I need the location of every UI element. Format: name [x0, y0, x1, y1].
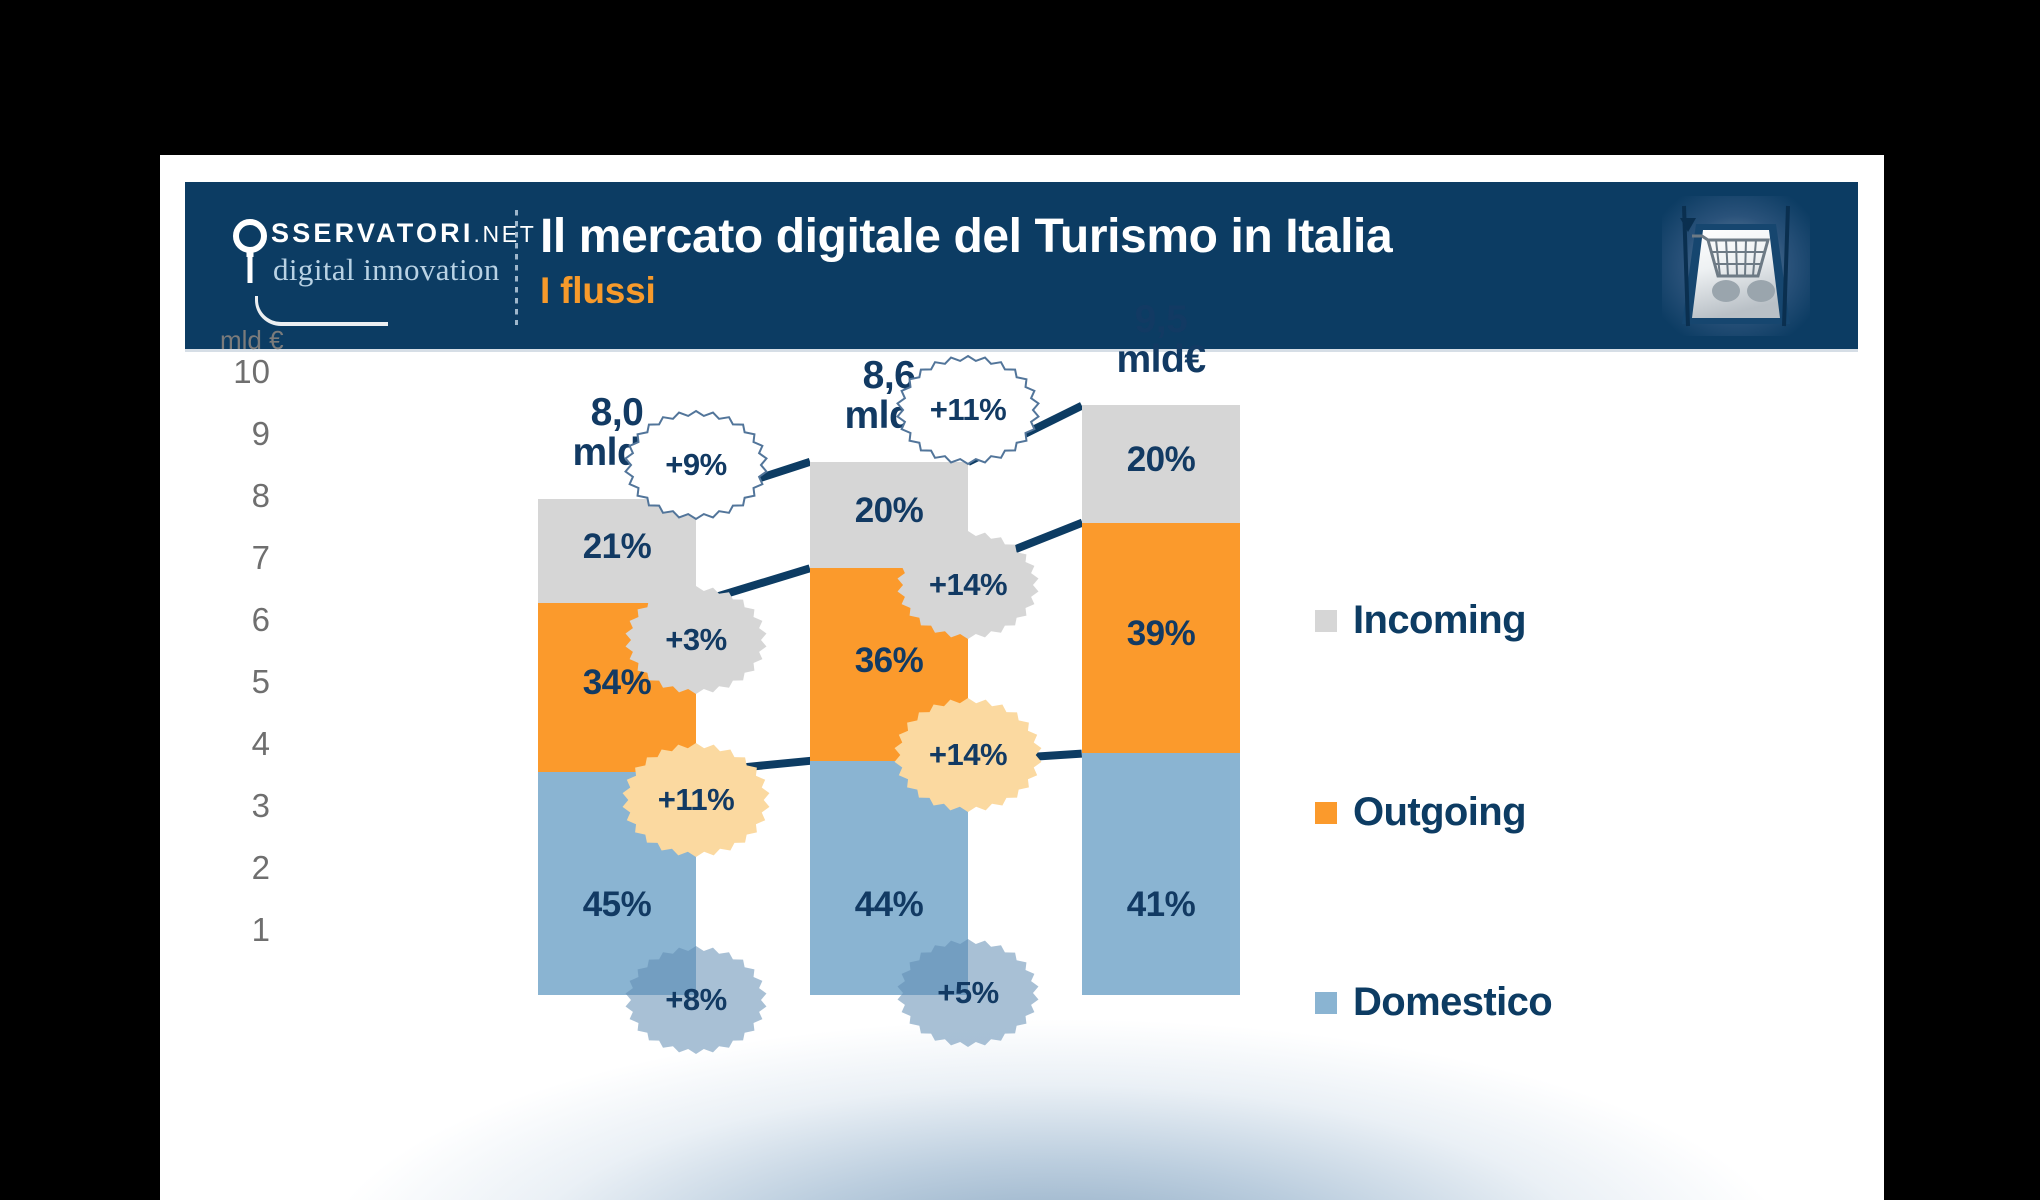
y-tick-8: 8	[251, 477, 270, 514]
slide-canvas: SSERVATORI.NET digital innovation Il mer…	[160, 155, 1884, 1200]
y-tick-7: 7	[251, 539, 270, 576]
growth-badge-label: +11%	[929, 392, 1007, 427]
bar-segment-incoming-1: 21%	[538, 499, 696, 604]
segment-share-label: 20%	[854, 491, 924, 531]
growth-badge-totale-11: +11%	[895, 354, 1041, 466]
legend-label-incoming: Incoming	[1353, 598, 1527, 642]
page-title: Il mercato digitale del Turismo in Itali…	[540, 210, 1393, 263]
logo-wordmark-main: SSERVATORI	[271, 218, 474, 248]
segment-share-label: 44%	[854, 884, 924, 924]
growth-badge-incoming-3: +3%	[623, 584, 769, 696]
legend-label-outgoing: Outgoing	[1353, 790, 1527, 834]
logo-wordmark: SSERVATORI.NET	[271, 218, 536, 249]
y-tick-3: 3	[251, 787, 270, 824]
legend-swatch-incoming	[1315, 609, 1337, 632]
growth-badge-incoming-14: +14%	[895, 529, 1041, 641]
page-subtitle: I flussi	[540, 270, 656, 311]
growth-badge-outgoing-14: +14%	[892, 696, 1044, 814]
segment-share-label: 20%	[1126, 440, 1196, 480]
osservatori-logo: SSERVATORI.NET digital innovation	[233, 218, 534, 328]
slide-header-band: SSERVATORI.NET digital innovation Il mer…	[185, 182, 1858, 352]
logo-tagline: digital innovation	[273, 252, 500, 287]
starburst-icon	[896, 354, 1040, 466]
logo-swoosh-decoration	[255, 296, 388, 326]
growth-badge-totale-9: +9%	[623, 409, 769, 521]
bar-segment-outgoing-3: 39%	[1082, 523, 1240, 754]
y-axis-unit-label: mld €	[220, 325, 284, 355]
starburst-icon	[897, 531, 1039, 639]
segment-share-label: 21%	[582, 527, 652, 567]
legend-item-outgoing[interactable]: Outgoing	[1315, 790, 1527, 835]
y-tick-5: 5	[251, 663, 270, 700]
y-tick-10: 10	[233, 353, 270, 390]
growth-badge-label: +3%	[665, 622, 727, 657]
growth-badge-domestico-5: +5%	[895, 937, 1041, 1049]
stacked-bar-chart: mld € 10 9 8 7 6 5 4 3 2 1 45% 34% 21% 8,0 mld€ 44% 36…	[160, 300, 1884, 1200]
segment-share-label: 41%	[1126, 884, 1196, 924]
bar-segment-domestico-3: 41%	[1082, 753, 1240, 995]
starburst-icon	[625, 586, 767, 694]
legend-swatch-domestico	[1315, 991, 1337, 1014]
growth-badge-label: +11%	[657, 782, 735, 817]
legend-swatch-outgoing	[1315, 801, 1337, 824]
legend-label-domestico: Domestico	[1353, 980, 1553, 1024]
logo-wordmark-dot: .	[473, 221, 483, 247]
y-tick-4: 4	[251, 725, 270, 762]
logo-wordmark-net: NET	[482, 221, 537, 247]
bar-segment-incoming-3: 20%	[1082, 405, 1240, 524]
y-tick-6: 6	[251, 601, 270, 638]
magnifier-icon	[233, 219, 267, 283]
growth-badge-label: +14%	[928, 737, 1008, 772]
growth-badge-label: +14%	[928, 567, 1008, 602]
growth-badge-domestico-8: +8%	[623, 944, 769, 1056]
segment-share-label: 45%	[582, 884, 652, 924]
bar-total-label-3: 9,5 mld€	[1116, 298, 1206, 381]
header-dotted-divider	[515, 210, 518, 325]
y-tick-1: 1	[251, 911, 270, 948]
y-tick-2: 2	[251, 849, 270, 886]
starburst-icon	[624, 409, 768, 521]
growth-badge-label: +5%	[937, 975, 999, 1010]
starburst-icon	[894, 698, 1042, 812]
legend-item-domestico[interactable]: Domestico	[1315, 980, 1553, 1025]
legend-item-incoming[interactable]: Incoming	[1315, 598, 1527, 643]
growth-badge-label: +9%	[665, 447, 727, 482]
segment-share-label: 36%	[854, 640, 924, 680]
growth-badge-outgoing-11: +11%	[620, 741, 772, 859]
growth-badge-label: +8%	[665, 982, 727, 1017]
y-tick-9: 9	[251, 415, 270, 452]
starburst-icon	[622, 743, 770, 857]
segment-share-label: 39%	[1126, 614, 1196, 654]
shopping-cart-key-icon	[1662, 196, 1810, 336]
